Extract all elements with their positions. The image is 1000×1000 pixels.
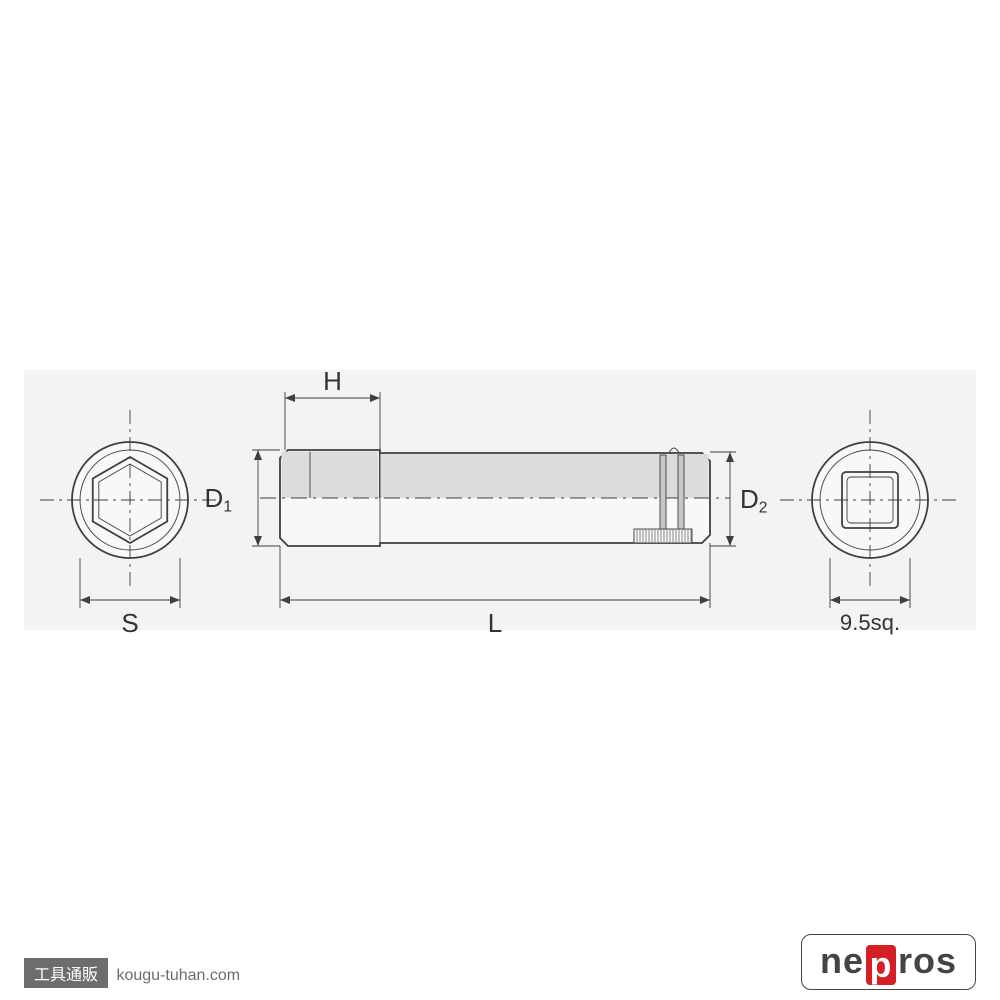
svg-text:L: L bbox=[488, 608, 502, 638]
footer-url: kougu-tuhan.com bbox=[116, 967, 240, 984]
brand-text-ne: ne bbox=[820, 943, 864, 979]
side-view bbox=[260, 448, 730, 546]
brand-p-badge: p bbox=[866, 945, 896, 985]
brand-box: ne p ros bbox=[801, 934, 976, 990]
diagram-svg: SHLD1D29.5sq. bbox=[0, 0, 1000, 1000]
footer-left: 工具通販 kougu-tuhan.com bbox=[24, 958, 240, 988]
brand-text-ros: ros bbox=[898, 943, 957, 979]
svg-text:S: S bbox=[121, 608, 138, 638]
svg-text:H: H bbox=[323, 366, 342, 396]
brand-logo: ne p ros bbox=[801, 934, 976, 990]
svg-text:9.5sq.: 9.5sq. bbox=[840, 610, 900, 635]
footer-label-box: 工具通販 bbox=[24, 958, 108, 988]
